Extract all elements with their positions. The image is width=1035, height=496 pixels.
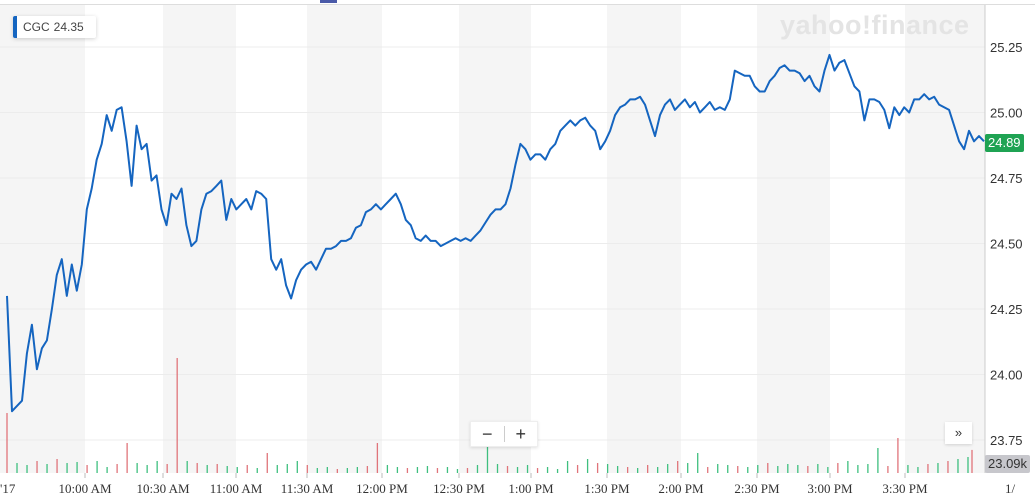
time-band <box>459 5 531 473</box>
zoom-control: − + <box>470 421 538 447</box>
time-band <box>905 5 985 473</box>
x-tick-label: 10:00 AM <box>58 481 112 496</box>
last-price-badge: 24.89 <box>985 134 1024 152</box>
symbol-legend[interactable]: CGC 24.35 <box>13 16 96 38</box>
time-band <box>0 5 85 473</box>
x-tick-label: 12:00 PM <box>356 481 408 496</box>
y-tick-label: 24.75 <box>990 171 1023 186</box>
scroll-right-button[interactable]: » <box>945 422 972 444</box>
y-tick-label: 25.00 <box>990 106 1023 121</box>
top-indicator <box>320 0 337 3</box>
x-tick-label: '17 <box>0 481 16 496</box>
time-band <box>607 5 681 473</box>
time-band <box>163 5 236 473</box>
y-tick-label: 24.00 <box>990 368 1023 383</box>
x-tick-label: 11:30 AM <box>281 481 334 496</box>
x-tick-label: 3:30 PM <box>882 481 928 496</box>
x-tick-label: 2:00 PM <box>658 481 704 496</box>
time-band <box>757 5 830 473</box>
y-tick-label: 23.75 <box>990 433 1023 448</box>
legend-symbol: CGC <box>23 20 50 34</box>
y-tick-label: 24.50 <box>990 237 1023 252</box>
y-tick-label: 24.25 <box>990 302 1023 317</box>
divider <box>503 426 505 442</box>
x-tick-label: 3:00 PM <box>807 481 853 496</box>
x-tick-label: 10:30 AM <box>136 481 190 496</box>
y-tick-label: 25.25 <box>990 40 1023 55</box>
price-line <box>6 53 985 413</box>
yahoo-finance-watermark: yahoo!finance <box>780 10 970 40</box>
zoom-out-button[interactable]: − <box>481 424 493 444</box>
time-band <box>307 5 382 473</box>
x-tick-label: 1/ <box>1005 481 1016 496</box>
x-tick-label: 1:00 PM <box>508 481 554 496</box>
x-tick-label: 1:30 PM <box>584 481 630 496</box>
x-tick-label: 12:30 PM <box>433 481 485 496</box>
legend-value: 24.35 <box>53 20 84 34</box>
x-tick-label: 2:30 PM <box>734 481 780 496</box>
x-tick-label: 11:00 AM <box>210 481 263 496</box>
series-color-marker <box>13 16 17 38</box>
last-volume-badge: 23.09k <box>985 455 1031 473</box>
zoom-in-button[interactable]: + <box>515 424 526 444</box>
